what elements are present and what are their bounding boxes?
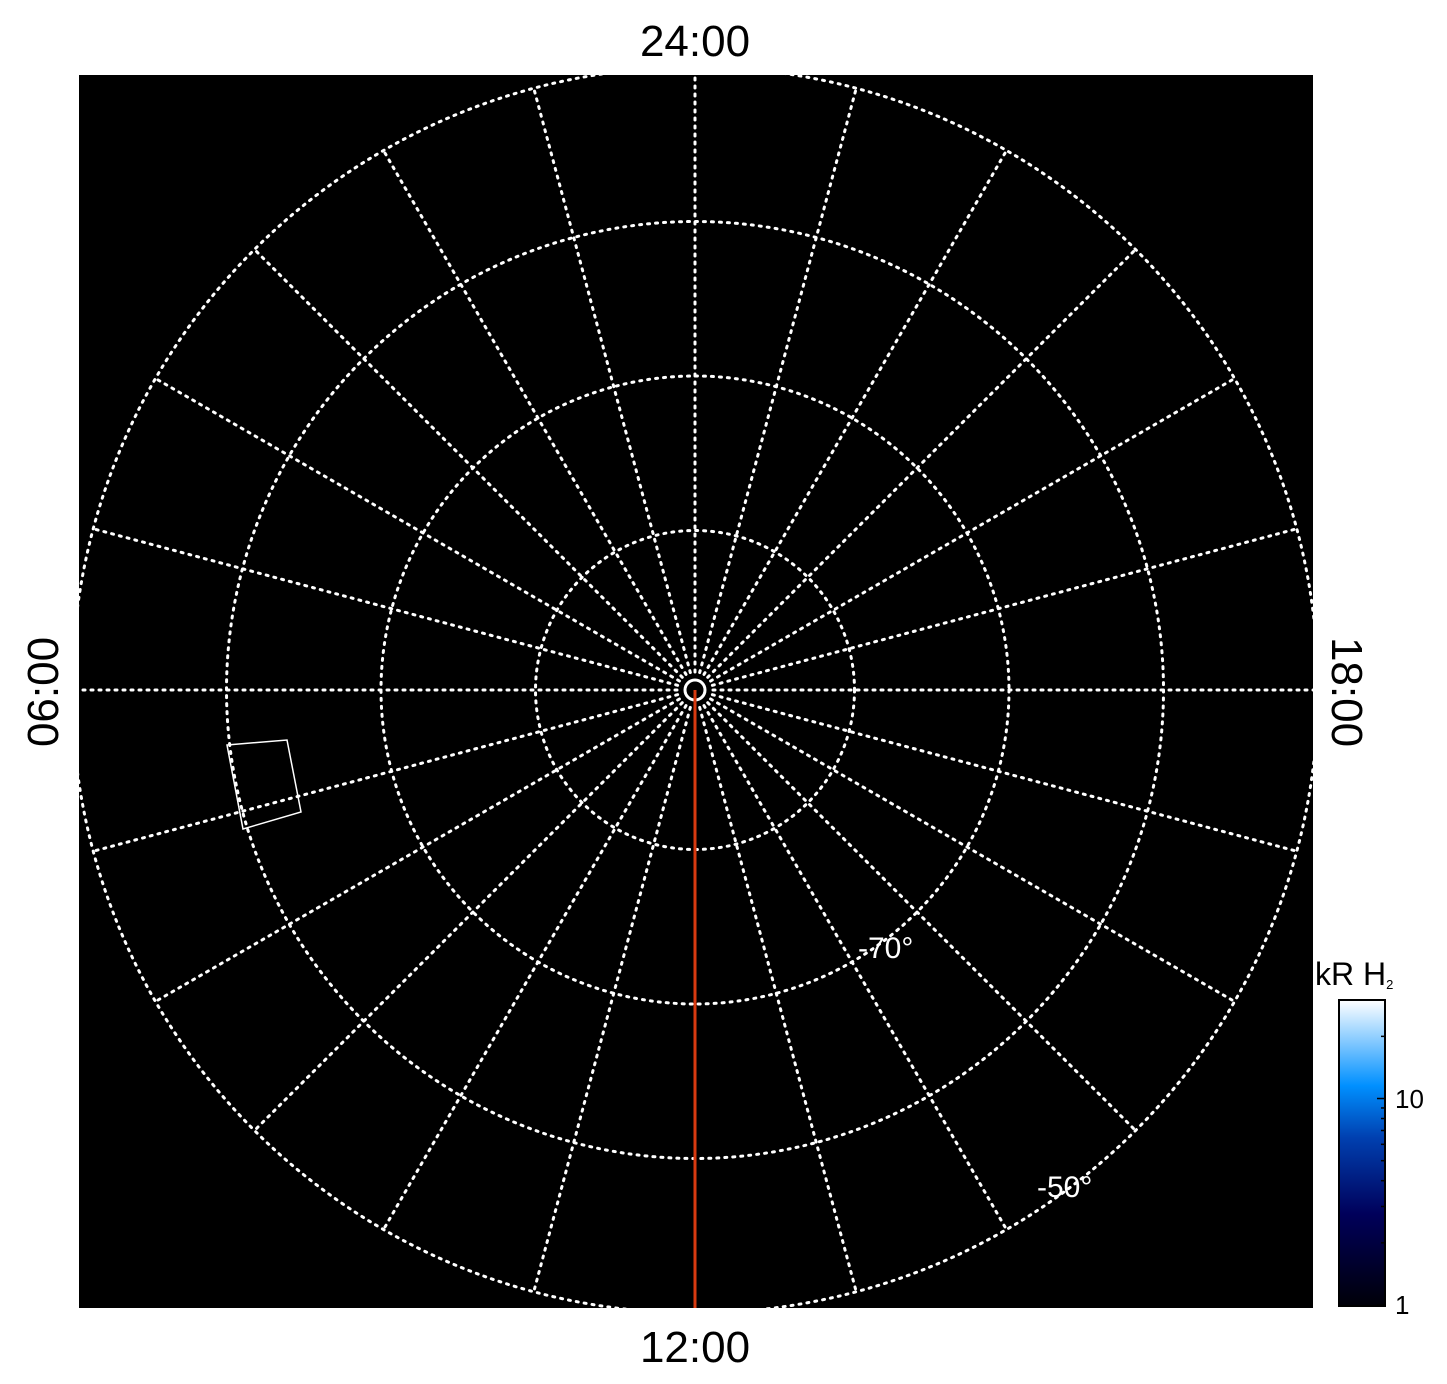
meridian-line bbox=[710, 693, 1299, 853]
colorbar-tick-label-1: 1 bbox=[1395, 1290, 1409, 1320]
lat-label-50: -50° bbox=[1037, 1171, 1092, 1204]
lt-label-top: 24:00 bbox=[640, 17, 750, 66]
meridian-line bbox=[698, 86, 858, 675]
meridian-line bbox=[710, 527, 1299, 687]
meridian-line bbox=[252, 701, 684, 1133]
meridian-line bbox=[382, 148, 688, 676]
grid bbox=[70, 65, 1320, 1315]
colorbar-tick-label-10: 10 bbox=[1395, 1084, 1424, 1114]
colorbar bbox=[1338, 999, 1386, 1307]
meridian-line bbox=[252, 247, 684, 679]
colorbar-ticks bbox=[1377, 999, 1385, 1306]
meridian-line bbox=[532, 86, 692, 675]
meridian-line bbox=[706, 701, 1138, 1133]
footprint-box bbox=[226, 739, 302, 830]
meridian-line bbox=[702, 704, 1008, 1232]
meridian-line bbox=[698, 705, 858, 1294]
meridian-line bbox=[153, 377, 681, 683]
lt-label-right: 18:00 bbox=[1322, 637, 1371, 747]
meridian-line bbox=[91, 527, 680, 687]
meridian-line bbox=[532, 705, 692, 1294]
lat-label-70: -70° bbox=[858, 932, 913, 965]
meridian-line bbox=[709, 697, 1237, 1003]
meridian-line bbox=[706, 247, 1138, 679]
meridian-line bbox=[91, 693, 680, 853]
meridian-line bbox=[702, 148, 1008, 676]
lt-label-left: 06:00 bbox=[19, 637, 68, 747]
latitude-circle-50 bbox=[70, 65, 1320, 1315]
meridian-line bbox=[382, 704, 688, 1232]
colorbar-label: kR H2 bbox=[1315, 956, 1393, 992]
meridian-line bbox=[153, 697, 681, 1003]
lt-label-bottom: 12:00 bbox=[640, 1323, 750, 1372]
meridian-line bbox=[709, 377, 1237, 683]
